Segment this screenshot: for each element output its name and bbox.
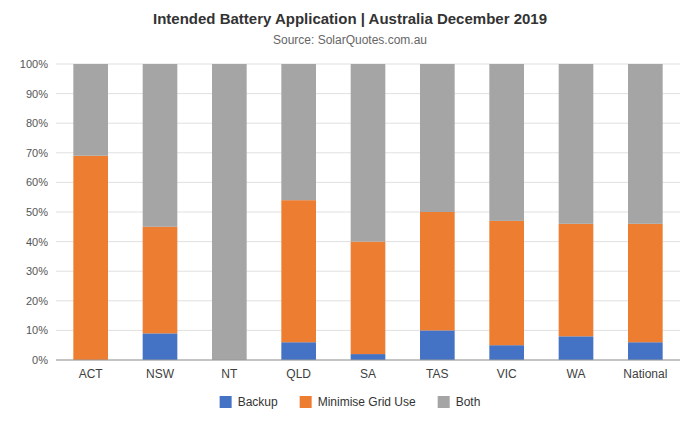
legend-item: Minimise Grid Use bbox=[300, 395, 416, 409]
bar bbox=[281, 64, 316, 200]
bars bbox=[73, 64, 662, 360]
background bbox=[0, 0, 700, 438]
y-tick-label: 20% bbox=[26, 295, 48, 307]
legend-label: Minimise Grid Use bbox=[318, 395, 416, 409]
legend-label: Both bbox=[456, 395, 481, 409]
grid-line bbox=[56, 360, 680, 361]
bar bbox=[281, 200, 316, 342]
x-tick-label: NT bbox=[221, 367, 238, 381]
bar bbox=[489, 345, 524, 360]
legend: Backup Minimise Grid Use Both bbox=[220, 395, 481, 409]
x-axis: ACT NSW NT QLD SA TAS VIC WA National bbox=[79, 367, 668, 381]
title: Intended Battery Application | Australia… bbox=[153, 10, 547, 27]
bar bbox=[559, 224, 594, 336]
bar bbox=[559, 336, 594, 360]
y-tick-label: 100% bbox=[20, 58, 48, 70]
bar bbox=[351, 64, 386, 242]
bar bbox=[351, 242, 386, 354]
x-tick-label: TAS bbox=[426, 367, 448, 381]
x-tick-label: NSW bbox=[146, 367, 175, 381]
bar bbox=[212, 64, 247, 360]
bar bbox=[143, 227, 178, 334]
bar bbox=[489, 64, 524, 221]
x-tick-label: ACT bbox=[79, 367, 104, 381]
legend-swatch bbox=[300, 396, 312, 408]
legend-item: Both bbox=[438, 395, 481, 409]
chart: Intended Battery Application | Australia… bbox=[0, 0, 700, 438]
bar bbox=[143, 64, 178, 227]
bar bbox=[73, 156, 108, 360]
bar bbox=[489, 221, 524, 345]
y-axis: 0% 10% 20% 30% 40% 50% 60% 70% 80% 90% 100% bbox=[20, 58, 680, 366]
bar bbox=[73, 64, 108, 156]
y-tick-label: 90% bbox=[26, 88, 48, 100]
bar bbox=[420, 212, 455, 330]
x-tick-label: National bbox=[623, 367, 667, 381]
subtitle: Source: SolarQuotes.com.au bbox=[273, 33, 427, 47]
y-tick-label: 50% bbox=[26, 206, 48, 218]
x-tick-label: SA bbox=[360, 367, 376, 381]
y-tick-label: 60% bbox=[26, 176, 48, 188]
bar bbox=[559, 64, 594, 224]
legend-item: Backup bbox=[220, 395, 278, 409]
bar bbox=[628, 342, 663, 360]
bar bbox=[281, 342, 316, 360]
x-tick-label: VIC bbox=[497, 367, 517, 381]
legend-label: Backup bbox=[238, 395, 278, 409]
bar bbox=[628, 64, 663, 224]
x-tick-label: WA bbox=[567, 367, 586, 381]
y-tick-label: 70% bbox=[26, 147, 48, 159]
legend-swatch bbox=[220, 396, 232, 408]
bar bbox=[420, 330, 455, 360]
y-tick-label: 10% bbox=[26, 324, 48, 336]
x-axis-line bbox=[56, 360, 680, 361]
bar bbox=[628, 224, 663, 342]
y-tick-label: 30% bbox=[26, 265, 48, 277]
bar bbox=[143, 333, 178, 360]
y-tick-label: 80% bbox=[26, 117, 48, 129]
y-tick-label: 0% bbox=[32, 354, 48, 366]
bar bbox=[351, 354, 386, 360]
legend-swatch bbox=[438, 396, 450, 408]
bar bbox=[420, 64, 455, 212]
x-tick-label: QLD bbox=[286, 367, 311, 381]
y-tick-label: 40% bbox=[26, 236, 48, 248]
